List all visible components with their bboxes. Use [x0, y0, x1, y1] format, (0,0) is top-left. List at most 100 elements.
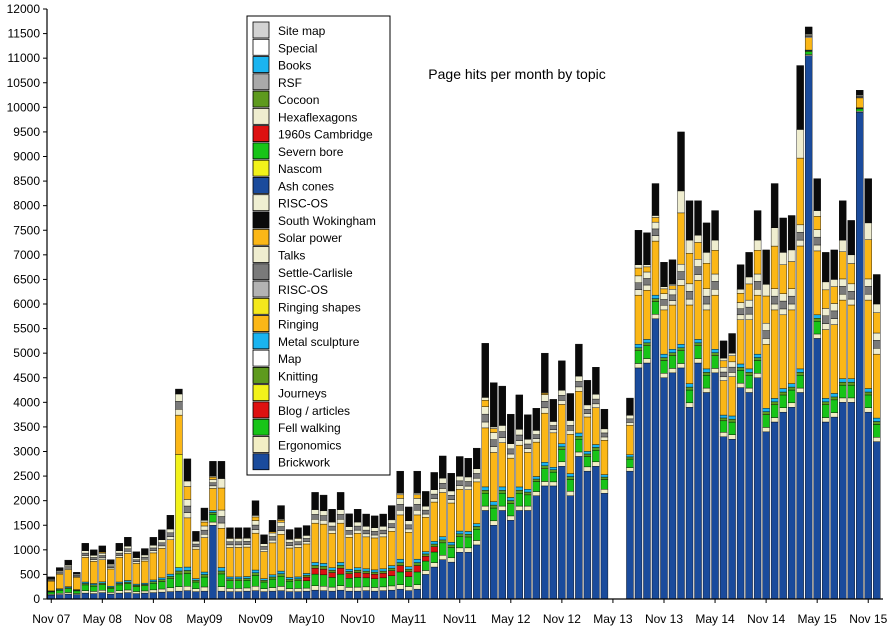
bar-segment	[847, 402, 855, 600]
bar-segment	[141, 554, 149, 558]
bar-segment	[302, 573, 311, 576]
bar-segment	[626, 454, 634, 458]
bar-segment	[787, 303, 796, 311]
bar-segment	[558, 461, 566, 467]
bar-segment	[753, 289, 762, 296]
bar-segment	[873, 437, 881, 442]
bar-segment	[200, 574, 209, 578]
bar-segment	[830, 310, 838, 319]
bar-segment	[821, 417, 830, 423]
bar-segment	[753, 360, 762, 374]
bar-segment	[456, 480, 464, 486]
month-bar	[47, 576, 55, 600]
bar-segment	[651, 215, 660, 218]
month-bar	[217, 461, 226, 600]
bar-segment	[821, 252, 830, 283]
bar-segment	[243, 580, 251, 589]
bar-segment	[651, 318, 660, 600]
bar-segment	[107, 568, 115, 587]
month-bar	[277, 505, 285, 600]
bar-segment	[328, 572, 336, 578]
y-tick-label: 11000	[8, 51, 41, 65]
bar-segment	[796, 239, 804, 247]
month-bar	[839, 200, 847, 600]
bar-segment	[277, 530, 285, 535]
bar-segment	[873, 303, 881, 313]
month-bar	[328, 509, 336, 600]
bar-segment	[787, 383, 796, 388]
bar-segment	[515, 490, 524, 494]
bar-segment	[711, 250, 719, 275]
bar-segment	[362, 577, 370, 588]
bar-segment	[464, 476, 472, 482]
month-bar	[745, 252, 753, 600]
bar-segment	[166, 591, 175, 600]
bar-segment	[498, 437, 506, 443]
bar-segment	[864, 391, 872, 396]
bar-segment	[643, 362, 651, 600]
month-bar	[575, 343, 583, 600]
bar-segment	[524, 489, 532, 493]
bar-segment	[81, 583, 89, 586]
bar-segment	[856, 108, 864, 112]
bar-segment	[124, 592, 132, 600]
bar-segment	[447, 542, 455, 546]
bar-segment	[839, 239, 847, 252]
bar-segment	[158, 545, 166, 549]
bar-segment	[464, 481, 472, 487]
bar-segment	[430, 498, 438, 503]
legend-label: Site map	[278, 24, 326, 38]
bar-segment	[694, 358, 702, 364]
bar-segment	[447, 502, 455, 543]
y-tick-label: 10500	[7, 76, 41, 90]
month-bar	[464, 458, 472, 600]
bar-segment	[481, 400, 489, 407]
bar-segment	[243, 576, 251, 579]
month-bar	[779, 217, 787, 600]
bar-segment	[643, 290, 651, 340]
bar-segment	[149, 552, 158, 581]
bar-segment	[234, 544, 243, 548]
month-bar	[302, 525, 311, 600]
legend-label: RISC-OS	[278, 283, 328, 297]
bar-segment	[592, 394, 600, 400]
bar-segment	[762, 408, 770, 412]
month-bar	[456, 456, 464, 600]
bar-segment	[439, 539, 447, 544]
bar-segment	[677, 350, 685, 364]
bar-segment	[668, 300, 677, 306]
bar-segment	[779, 407, 787, 413]
bar-segment	[234, 588, 243, 592]
bar-segment	[830, 303, 838, 312]
bar-segment	[634, 294, 643, 345]
bar-segment	[200, 576, 209, 588]
y-tick-label: 5500	[13, 322, 40, 336]
bar-segment	[90, 561, 98, 584]
bar-segment	[728, 366, 736, 373]
bar-segment	[319, 563, 328, 567]
bar-segment	[353, 525, 362, 531]
bar-segment	[209, 525, 217, 600]
month-bar	[728, 333, 736, 600]
bar-segment	[711, 349, 719, 353]
bar-segment	[728, 376, 736, 417]
bar-segment	[413, 571, 421, 585]
bar-segment	[753, 373, 762, 378]
bar-segment	[762, 284, 770, 297]
bar-segment	[447, 473, 455, 492]
bar-segment	[107, 567, 115, 570]
bar-segment	[251, 572, 260, 576]
bar-segment	[745, 306, 753, 315]
bar-segment	[660, 286, 668, 290]
bar-segment	[64, 559, 72, 566]
bar-segment	[847, 283, 855, 292]
bar-segment	[183, 586, 192, 591]
bar-segment	[873, 274, 881, 305]
bar-segment	[464, 458, 472, 478]
bar-segment	[583, 409, 592, 414]
bar-segment	[456, 547, 464, 553]
bar-segment	[643, 271, 651, 279]
bar-segment	[124, 545, 132, 549]
bar-segment	[277, 575, 285, 587]
bar-segment	[115, 592, 124, 600]
